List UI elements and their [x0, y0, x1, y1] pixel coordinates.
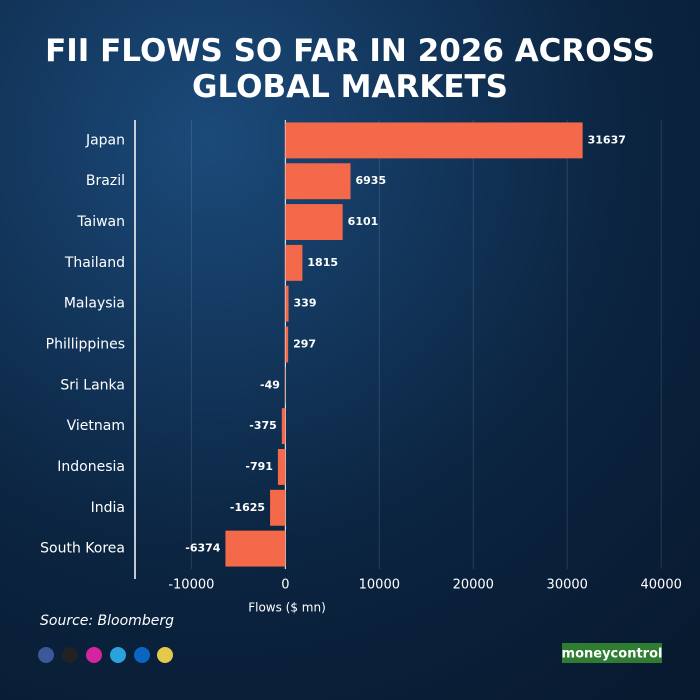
bar — [225, 530, 286, 567]
brand: moneycontrol — [562, 647, 663, 662]
value-label: -375 — [249, 419, 277, 432]
bar — [285, 285, 289, 322]
value-label: 297 — [293, 338, 316, 351]
x-tick-label: 40000 — [641, 578, 682, 593]
chart-title: FII FLOWS SO FAR IN 2026 ACROSS GLOBAL MA… — [45, 33, 655, 105]
y-tick-label: Malaysia — [64, 296, 125, 312]
bar — [270, 489, 286, 526]
brand-box — [562, 643, 662, 663]
x-tick-label: 10000 — [359, 578, 400, 593]
y-tick-label: Vietnam — [67, 418, 125, 434]
value-label: -791 — [245, 460, 273, 473]
y-tick-label: Phillippines — [46, 337, 125, 353]
value-label: -6374 — [185, 542, 221, 555]
source: Source: Bloomberg — [40, 613, 174, 629]
value-label: 6101 — [348, 215, 379, 228]
bar — [285, 122, 583, 159]
x-tick-label: 30000 — [547, 578, 588, 593]
value-label: -49 — [260, 378, 280, 391]
y-tick-label: Sri Lanka — [60, 377, 125, 393]
value-label: 31637 — [588, 133, 626, 146]
y-tick-label: Japan — [85, 132, 125, 148]
value-label: 1815 — [307, 256, 338, 269]
social-icons — [38, 647, 173, 663]
y-tick-label: Thailand — [64, 255, 125, 271]
y-tick-label: Taiwan — [76, 214, 125, 230]
bar — [285, 244, 303, 281]
bar — [285, 163, 351, 200]
value-label: 6935 — [356, 174, 387, 187]
bar — [285, 326, 289, 363]
x-tick-label: 0 — [281, 578, 289, 593]
value-label: 339 — [294, 297, 317, 310]
y-tick-label: India — [91, 500, 125, 516]
x-tick-label: -10000 — [168, 578, 214, 593]
bar — [285, 204, 343, 241]
bar — [277, 448, 286, 485]
bar — [281, 408, 286, 445]
y-tick-label: Brazil — [86, 173, 125, 189]
value-label: -1625 — [230, 501, 265, 514]
y-tick-label: Indonesia — [57, 459, 125, 475]
x-tick-label: 20000 — [453, 578, 494, 593]
x-axis-label: Flows ($ mn) — [248, 601, 326, 615]
y-tick-label: South Korea — [40, 541, 125, 557]
